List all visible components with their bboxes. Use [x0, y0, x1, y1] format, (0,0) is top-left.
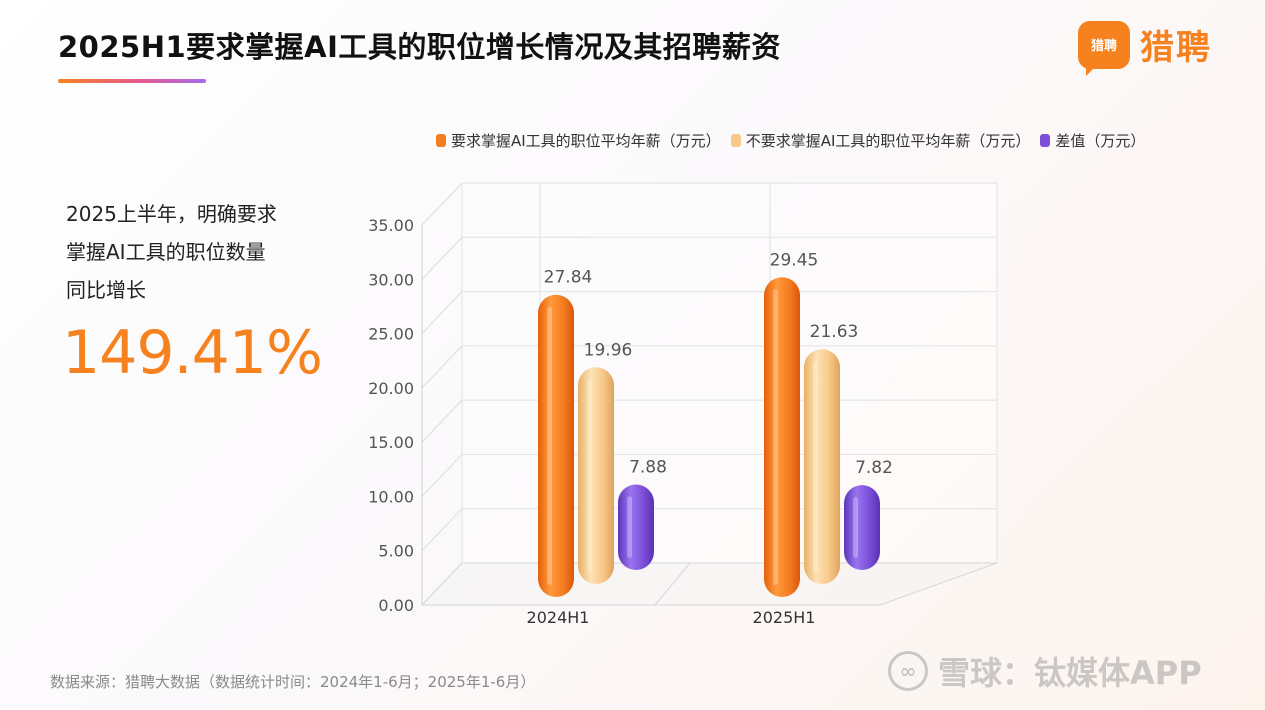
legend-label: 要求掌握AI工具的职位平均年薪（万元）	[451, 132, 721, 150]
legend-swatch	[436, 134, 446, 147]
watermark: ∞ 雪球：钛媒体APP	[888, 648, 1202, 694]
growth-description-line: 同比增长	[66, 278, 146, 302]
gridline-side	[421, 454, 463, 497]
bar	[764, 277, 800, 597]
y-tick-label: 5.00	[378, 542, 414, 561]
bar	[578, 367, 614, 584]
logo-badge-label: 猎聘	[1090, 39, 1117, 54]
chart-floor	[420, 562, 998, 606]
growth-description: 2025上半年，明确要求 掌握AI工具的职位数量 同比增长	[66, 195, 306, 309]
logo-badge-icon: 猎聘	[1078, 20, 1130, 76]
data-label: 7.88	[629, 457, 667, 477]
floor-divider	[654, 562, 691, 606]
page-title: 2025H1要求掌握AI工具的职位增长情况及其招聘薪资	[58, 30, 781, 64]
bar	[538, 294, 574, 597]
data-label: 7.82	[855, 458, 893, 478]
bar-highlight	[587, 379, 592, 572]
data-label: 29.45	[770, 250, 819, 270]
growth-description-line: 掌握AI工具的职位数量	[66, 240, 266, 264]
brand-logo: 猎聘 猎聘	[1078, 20, 1212, 76]
y-tick-label: 25.00	[368, 325, 414, 344]
bar-highlight	[773, 289, 778, 585]
y-tick-label: 0.00	[378, 596, 414, 615]
snowball-icon: ∞	[888, 651, 928, 691]
gridline-side	[421, 508, 463, 552]
growth-rate-value: 149.41%	[62, 318, 323, 388]
bars-layer	[538, 277, 880, 597]
legend-item: 差值（万元）	[1040, 130, 1145, 151]
bar-highlight	[547, 306, 552, 585]
bar	[804, 349, 840, 584]
y-tick-label: 30.00	[368, 270, 414, 289]
bar-highlight	[627, 496, 632, 558]
logo-text: 猎聘	[1140, 28, 1212, 68]
gridline-side	[421, 291, 463, 334]
gridline-side	[421, 345, 463, 389]
legend-item: 要求掌握AI工具的职位平均年薪（万元）	[436, 130, 721, 151]
gridline-side	[421, 236, 463, 280]
data-label: 27.84	[544, 268, 593, 288]
bar	[618, 484, 654, 570]
watermark-text: 雪球：钛媒体APP	[938, 654, 1202, 692]
data-label: 19.96	[584, 340, 633, 360]
x-tick-label: 2024H1	[527, 608, 590, 627]
legend-item: 不要求掌握AI工具的职位平均年薪（万元）	[730, 130, 1031, 151]
y-tick-label: 15.00	[368, 433, 414, 452]
y-tick-label: 10.00	[368, 487, 414, 506]
bar-highlight	[853, 497, 858, 558]
y-tick-label: 20.00	[368, 379, 414, 398]
data-source-note: 数据来源：猎聘大数据（数据统计时间：2024年1-6月；2025年1-6月）	[50, 673, 536, 691]
gridline-side	[421, 182, 463, 226]
legend-label: 差值（万元）	[1055, 132, 1146, 150]
legend-swatch	[1040, 134, 1051, 147]
gridline-side	[421, 399, 463, 443]
y-tick-label: 35.00	[368, 216, 414, 235]
legend-swatch	[730, 134, 741, 147]
title-underline	[58, 79, 206, 83]
chart-legend: 要求掌握AI工具的职位平均年薪（万元） 不要求掌握AI工具的职位平均年薪（万元）…	[436, 130, 1155, 151]
data-label: 21.63	[810, 322, 859, 342]
grid-layer: 0.00 5.00 10.00 15.00 20.00 25.00 30.00 35.00	[368, 182, 998, 615]
labels-layer: 27.84 19.96 7.88 2024H1 29.45 21.63 7.82 2025H1	[527, 250, 893, 627]
legend-label: 不要求掌握AI工具的职位平均年薪（万元）	[745, 132, 1031, 150]
bar	[844, 485, 880, 570]
bar-highlight	[813, 361, 818, 572]
x-tick-label: 2025H1	[753, 608, 816, 627]
growth-description-line: 2025上半年，明确要求	[66, 202, 277, 226]
